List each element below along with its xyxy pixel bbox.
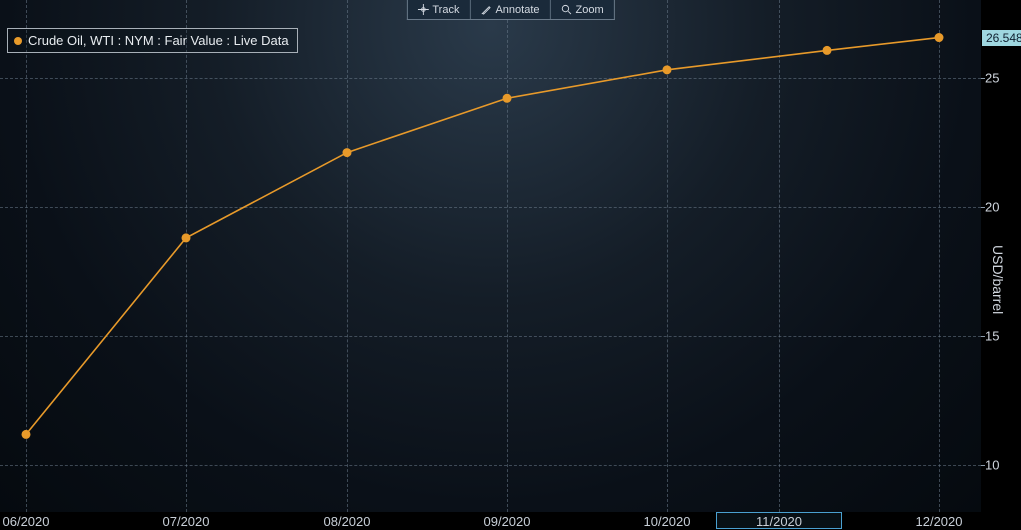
x-tick-label: 10/2020 (644, 514, 691, 529)
legend[interactable]: Crude Oil, WTI : NYM : Fair Value : Live… (7, 28, 298, 53)
track-label: Track (432, 4, 459, 16)
y-tick-label: 25 (985, 70, 999, 85)
zoom-label: Zoom (576, 4, 604, 16)
pencil-icon (480, 4, 491, 15)
last-value-badge: 26.548 (982, 30, 1021, 46)
x-tick-label: 07/2020 (163, 514, 210, 529)
y-axis-title: USD/barrel (990, 245, 1006, 314)
data-point[interactable] (22, 430, 30, 438)
data-point[interactable] (343, 149, 351, 157)
last-value-text: 26.548 (986, 31, 1021, 45)
chart-toolbar: Track Annotate Zoom (406, 0, 614, 20)
series-line (26, 38, 939, 435)
x-tick-label: 11/2020 (756, 514, 802, 529)
annotate-button[interactable]: Annotate (470, 0, 550, 19)
data-point[interactable] (663, 66, 671, 74)
crosshair-icon (417, 4, 428, 15)
magnifier-icon (561, 4, 572, 15)
chart-container: Track Annotate Zoom Crude Oil, WTI : NYM… (0, 0, 1021, 530)
zoom-button[interactable]: Zoom (551, 0, 614, 19)
y-tick-label: 20 (985, 199, 999, 214)
y-tick-label: 15 (985, 329, 999, 344)
y-tick-label: 10 (985, 458, 999, 473)
annotate-label: Annotate (495, 4, 539, 16)
data-point[interactable] (935, 34, 943, 42)
data-point[interactable] (823, 46, 831, 54)
data-point[interactable] (182, 234, 190, 242)
chart-svg-layer (0, 0, 981, 512)
track-button[interactable]: Track (407, 0, 470, 19)
data-point[interactable] (503, 94, 511, 102)
x-tick-label: 08/2020 (324, 514, 371, 529)
legend-label: Crude Oil, WTI : NYM : Fair Value : Live… (28, 33, 289, 48)
x-tick-label: 06/2020 (3, 514, 50, 529)
legend-marker-icon (14, 37, 22, 45)
x-tick-label: 09/2020 (484, 514, 531, 529)
x-tick-label: 12/2020 (916, 514, 963, 529)
